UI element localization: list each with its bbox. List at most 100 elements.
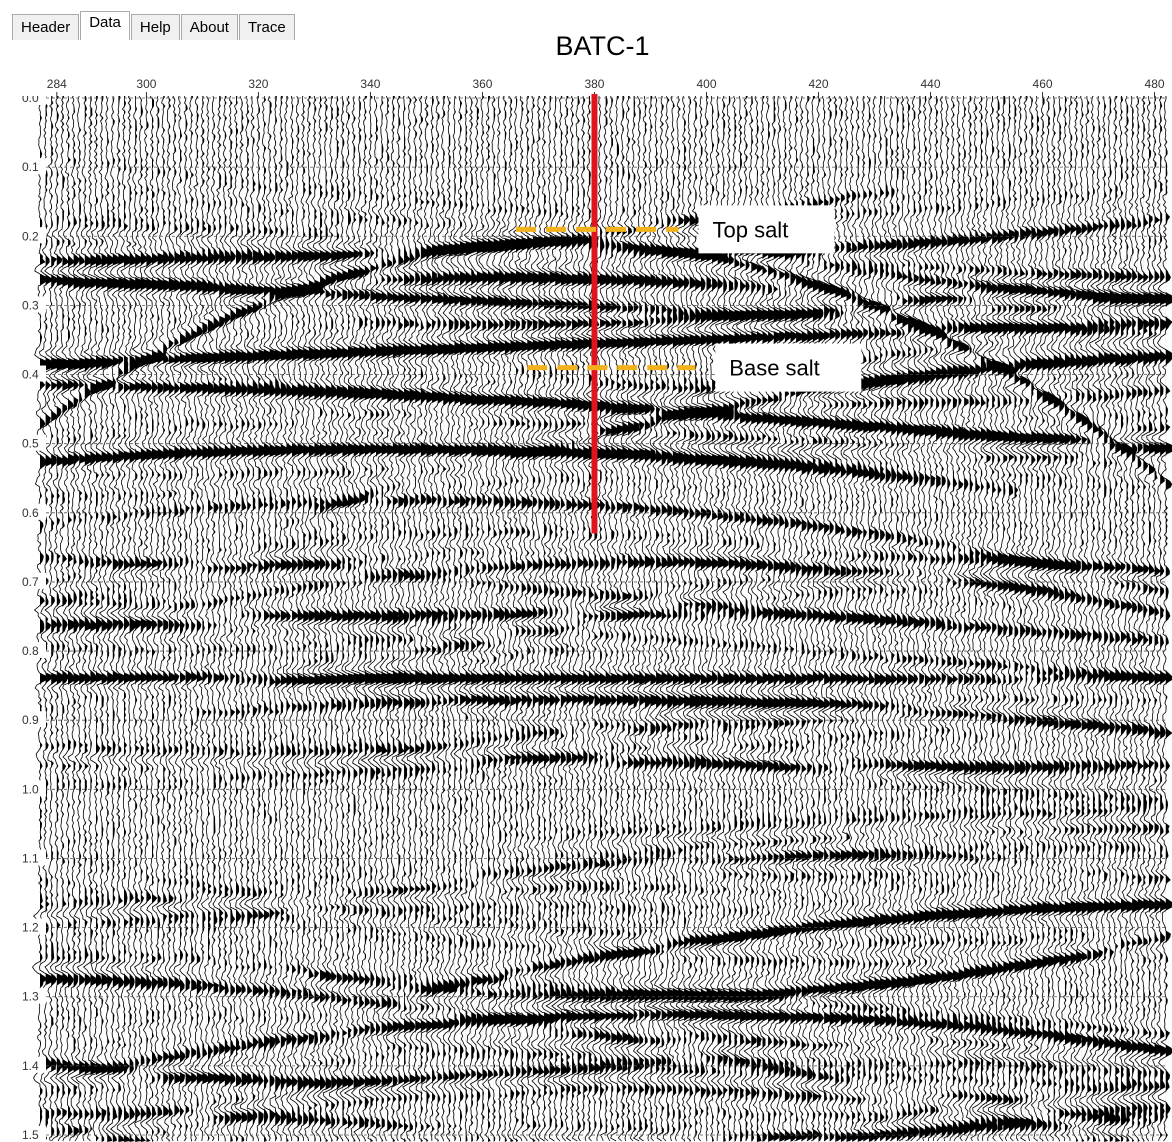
trace-fill <box>1003 94 1013 1142</box>
trace-fill <box>706 94 716 1142</box>
trace-wiggle <box>916 93 935 1142</box>
trace-wiggle <box>747 93 767 1142</box>
trace-wiggle <box>457 93 476 1142</box>
trace-fill <box>454 94 464 1142</box>
trace-fill <box>448 94 458 1142</box>
trace-wiggle <box>663 93 683 1142</box>
trace-wiggle <box>82 93 101 1142</box>
trace-fill <box>728 94 738 1142</box>
x-axis-bg <box>20 72 1172 96</box>
trace-wiggle <box>139 93 156 1142</box>
trace-wiggle <box>763 93 784 1142</box>
y-tick-label: 0.8 <box>22 644 39 658</box>
traces <box>31 93 1172 1142</box>
trace-fill <box>908 94 918 1142</box>
trace-wiggle <box>424 93 442 1141</box>
tab[interactable]: About <box>180 14 238 40</box>
trace-wiggle <box>48 93 67 1142</box>
trace-fill <box>712 94 722 1142</box>
trace-wiggle <box>1106 93 1126 1142</box>
trace-fill <box>331 94 341 1142</box>
trace-wiggle <box>1140 93 1159 1142</box>
trace-fill <box>1098 94 1108 1142</box>
trace-wiggle <box>167 93 185 1142</box>
trace-wiggle <box>1056 93 1075 1142</box>
tab[interactable]: Help <box>130 14 180 40</box>
trace-wiggle <box>1045 93 1064 1142</box>
trace-fill <box>1104 94 1114 1142</box>
y-tick-label: 0.7 <box>22 575 39 589</box>
trace-wiggle <box>1032 93 1053 1142</box>
trace-fill <box>695 94 705 1142</box>
trace-wiggle <box>412 93 431 1142</box>
trace-wiggle <box>556 93 577 1142</box>
trace-fill <box>796 94 806 1142</box>
x-tick-label: 300 <box>136 77 156 91</box>
trace-fill <box>1120 94 1131 1142</box>
trace-wiggle <box>261 93 280 1142</box>
trace-fill <box>1076 94 1086 1142</box>
tab[interactable]: Trace <box>238 14 295 40</box>
trace-wiggle <box>786 93 806 1142</box>
trace-wiggle <box>502 93 521 1142</box>
trace-fill <box>1143 94 1153 1142</box>
trace-wiggle <box>143 93 162 1142</box>
tab[interactable]: Data <box>80 11 130 40</box>
trace-wiggle <box>65 93 84 1142</box>
trace-wiggle <box>651 93 672 1142</box>
trace-wiggle <box>109 93 129 1142</box>
trace-fill <box>420 94 430 1142</box>
trace-fill <box>594 94 604 1142</box>
trace-fill <box>812 94 822 1142</box>
trace-wiggle <box>507 93 526 1142</box>
trace-fill <box>1160 94 1170 1142</box>
trace-wiggle <box>406 93 425 1142</box>
trace-wiggle <box>282 93 302 1142</box>
trace-wiggle <box>288 93 308 1142</box>
label-bg <box>20 158 46 175</box>
trace-fill <box>359 94 369 1142</box>
trace-wiggle <box>742 93 762 1142</box>
trace-wiggle <box>317 93 336 1142</box>
x-tick-label: 360 <box>472 77 492 91</box>
trace-wiggle <box>976 93 997 1142</box>
trace-wiggle <box>31 93 50 1142</box>
trace-fill <box>1031 94 1041 1142</box>
y-tick-label: 0.5 <box>22 437 39 451</box>
trace-wiggle <box>1157 93 1172 1142</box>
trace-wiggle <box>115 93 134 1142</box>
trace-wiggle <box>496 93 515 1142</box>
trace-fill <box>773 94 783 1142</box>
trace-wiggle <box>602 93 622 1142</box>
trace-wiggle <box>131 93 151 1142</box>
trace-wiggle <box>658 93 677 1142</box>
label-bg <box>20 434 46 451</box>
trace-fill <box>527 94 537 1142</box>
tab-bar: Header Data Help About Trace <box>12 11 296 40</box>
trace-wiggle <box>780 93 801 1142</box>
trace-wiggle <box>418 93 437 1142</box>
trace-wiggle <box>928 93 946 1142</box>
trace-fill <box>745 94 755 1142</box>
label-bg <box>20 987 46 1004</box>
trace-fill <box>398 94 408 1142</box>
trace-wiggle <box>485 93 504 1142</box>
trace-wiggle <box>635 93 655 1142</box>
trace-fill <box>426 94 436 1142</box>
trace-wiggle <box>730 93 750 1142</box>
trace-wiggle <box>630 93 649 1142</box>
trace-wiggle <box>1062 93 1081 1142</box>
trace-wiggle <box>512 93 532 1142</box>
trace-wiggle <box>551 93 571 1142</box>
trace-wiggle <box>903 93 924 1142</box>
trace-fill <box>1070 94 1080 1142</box>
trace-wiggle <box>674 93 694 1142</box>
trace-wiggle <box>1085 93 1103 1142</box>
trace-fill <box>1059 94 1069 1142</box>
y-tick-label: 1.3 <box>22 990 39 1004</box>
tab[interactable]: Header <box>12 14 80 40</box>
trace-wiggle <box>758 93 778 1142</box>
trace-wiggle <box>97 93 118 1142</box>
trace-wiggle <box>791 93 812 1142</box>
trace-wiggle <box>450 93 470 1142</box>
